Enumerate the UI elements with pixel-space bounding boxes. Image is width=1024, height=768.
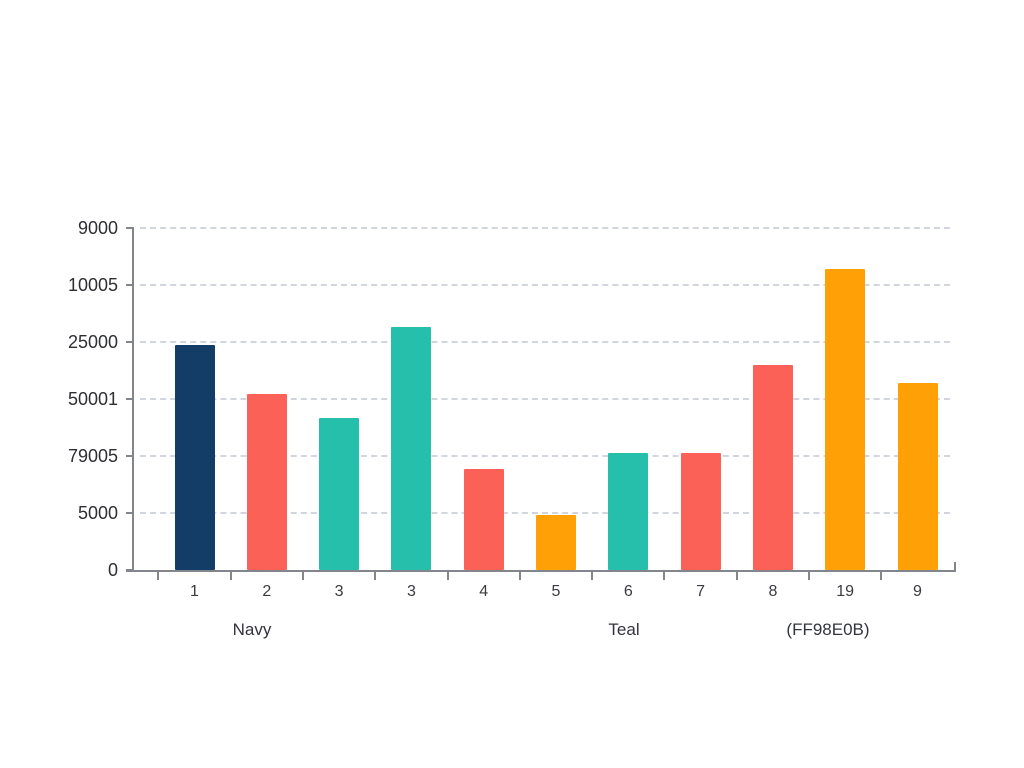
x-axis-tick (229, 572, 232, 580)
x-axis-tick (880, 572, 883, 580)
x-axis-tick (591, 572, 594, 580)
y-tick-label: 10005 (67, 275, 118, 295)
x-axis-tick (518, 572, 521, 580)
bar (825, 269, 866, 570)
x-axis-line (126, 570, 956, 572)
x-axis-end-tick (954, 562, 956, 571)
x-tick-label: 7 (696, 583, 706, 600)
group-label: (FF98E0B) (786, 620, 870, 639)
bar (391, 327, 432, 570)
x-tick-label: 4 (479, 583, 489, 600)
x-tick-label: 5 (551, 583, 561, 600)
x-tick-label: 19 (836, 583, 855, 600)
y-axis-tick (126, 512, 134, 514)
bar (246, 393, 287, 570)
gridline (140, 227, 950, 229)
bar (752, 364, 793, 570)
y-axis-tick (126, 398, 134, 400)
x-tick-label: 3 (406, 583, 416, 600)
y-axis-tick (126, 227, 134, 229)
bar (463, 469, 504, 570)
x-tick-label: 9 (913, 583, 922, 600)
y-tick-label: 25000 (67, 332, 118, 352)
bar (319, 417, 360, 570)
gridline (140, 455, 950, 457)
x-tick-label: 6 (623, 583, 633, 600)
bar (680, 453, 721, 570)
x-axis-tick (663, 572, 666, 580)
x-axis-tick (157, 572, 160, 580)
x-axis-tick (808, 572, 811, 580)
x-tick-label: 3 (334, 583, 344, 600)
group-label: Navy (232, 620, 272, 639)
gridline (140, 512, 950, 514)
x-tick-label: 8 (768, 583, 778, 600)
bar (897, 383, 938, 570)
y-axis-tick (126, 455, 134, 457)
gridline (140, 398, 950, 400)
x-tick-label: 2 (262, 583, 272, 600)
x-tick-label: 1 (190, 583, 199, 600)
y-axis-line (132, 228, 134, 572)
y-tick-label: 5000 (77, 503, 118, 523)
gridline (140, 341, 950, 343)
y-axis-tick (126, 341, 134, 343)
x-axis-tick (374, 572, 377, 580)
bar (608, 453, 649, 570)
group-label: Teal (608, 620, 640, 639)
x-axis-tick (301, 572, 304, 580)
x-axis-tick (735, 572, 738, 580)
y-tick-label: 9000 (77, 218, 118, 238)
y-tick-label: 79005 (67, 446, 118, 466)
bar (174, 344, 215, 570)
bar (536, 515, 576, 570)
y-axis-tick (126, 284, 134, 286)
y-tick-label: 0 (107, 560, 118, 580)
y-tick-label: 50001 (67, 389, 118, 409)
x-axis-tick (446, 572, 449, 580)
gridline (140, 284, 950, 286)
